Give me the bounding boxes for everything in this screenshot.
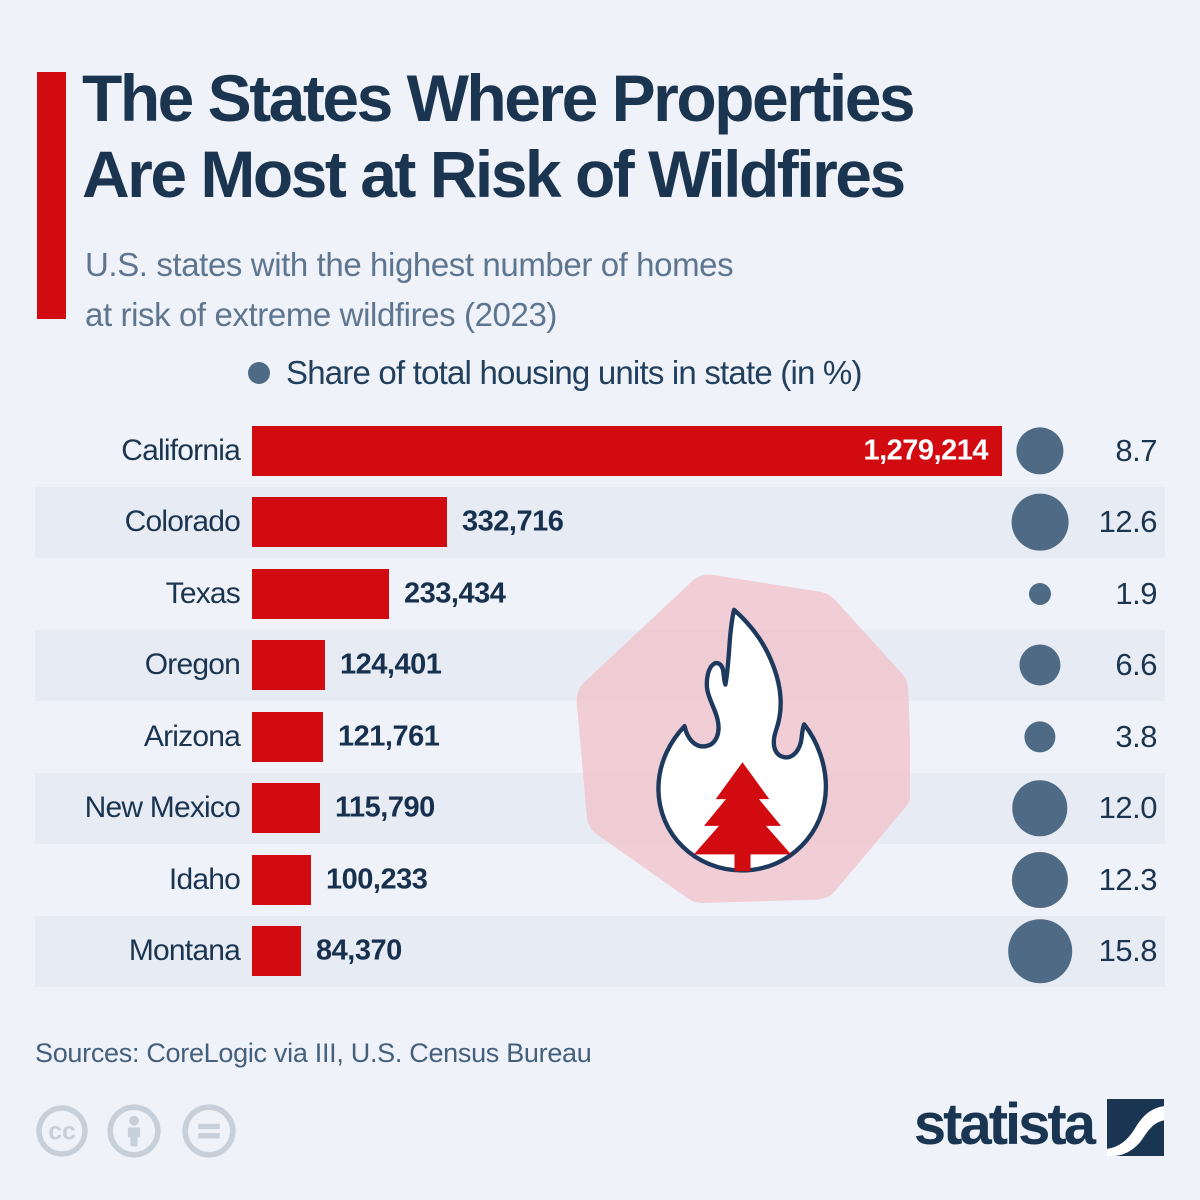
chart-row-arizona: Arizona 121,761 3.8	[0, 701, 1200, 773]
wildfire-illustration	[575, 573, 912, 908]
state-label: Oregon	[144, 648, 241, 682]
bar-value-label: 233,434	[404, 577, 506, 610]
chart-row-texas: Texas 233,434 1.9	[0, 558, 1200, 630]
bar-value-label: 332,716	[462, 505, 564, 538]
title-line-1: The States Where Properties	[82, 61, 916, 135]
bar-value-label: 1,279,214	[863, 434, 988, 467]
bar-value-label: 84,370	[316, 934, 402, 967]
license-icons: cc	[35, 1103, 239, 1159]
share-bubble	[1028, 582, 1052, 605]
chart-row-oregon: Oregon 124,401 6.6	[0, 629, 1200, 701]
value-bar	[252, 854, 311, 905]
subtitle-line-2: at risk of extreme wildfires (2023)	[85, 296, 557, 333]
share-value-label: 12.0	[1098, 790, 1158, 826]
value-bar	[252, 926, 301, 977]
statista-logo-icon	[1107, 1098, 1164, 1156]
share-value-label: 12.6	[1098, 504, 1158, 540]
legend-label: Share of total housing units in state (i…	[286, 354, 862, 391]
share-value-label: 6.6	[1115, 647, 1157, 683]
row-stripe	[35, 915, 1165, 987]
share-bubble	[1011, 493, 1069, 551]
bar-value-label: 115,790	[335, 791, 435, 824]
bar-value-label: 100,233	[326, 863, 428, 896]
share-bubble	[1012, 780, 1068, 836]
sources-text: Sources: CoreLogic via III, U.S. Census …	[35, 1038, 592, 1068]
value-bar	[252, 425, 1002, 476]
state-label: New Mexico	[84, 791, 241, 825]
subtitle-line-1: U.S. states with the highest number of h…	[85, 246, 734, 283]
page-title: The States Where Properties Are Most at …	[82, 60, 916, 212]
chart-row-montana: Montana 84,370 15.8	[0, 915, 1200, 987]
bar-chart: California 1,279,214 8.7 Colorado 332,716 12.…	[0, 415, 1200, 987]
state-label: Montana	[128, 934, 241, 968]
share-value-label: 8.7	[1115, 432, 1157, 468]
share-bubble	[1024, 721, 1056, 753]
statista-logo: statista	[913, 1092, 1164, 1157]
state-label: California	[121, 433, 241, 467]
flame-icon	[656, 607, 829, 873]
svg-text:cc: cc	[48, 1119, 76, 1146]
legend-dot-icon	[248, 362, 270, 384]
bar-value-label: 124,401	[340, 648, 442, 681]
statista-wordmark: statista	[913, 1092, 1096, 1157]
title-line-2: Are Most at Risk of Wildfires	[82, 137, 906, 211]
share-value-label: 1.9	[1115, 575, 1157, 611]
share-value-label: 12.3	[1098, 861, 1158, 897]
share-value-label: 15.8	[1098, 933, 1158, 969]
legend: Share of total housing units in state (i…	[248, 354, 862, 392]
state-label: Arizona	[143, 719, 241, 753]
burning-tree-icon	[693, 762, 792, 872]
value-bar	[252, 640, 325, 691]
share-value-label: 3.8	[1115, 718, 1157, 754]
title-accent-bar	[37, 72, 66, 319]
value-bar	[252, 711, 323, 762]
page-subtitle: U.S. states with the highest number of h…	[85, 240, 734, 340]
chart-row-colorado: Colorado 332,716 12.6	[0, 486, 1200, 558]
share-bubble	[1008, 919, 1072, 984]
state-label: Colorado	[124, 505, 241, 539]
attribution-icon	[107, 1104, 161, 1158]
share-bubble	[1019, 644, 1061, 686]
equals-icon	[182, 1104, 236, 1158]
bar-value-label: 121,761	[338, 720, 440, 753]
value-bar	[252, 783, 320, 834]
value-bar	[252, 497, 447, 548]
state-label: Texas	[165, 576, 241, 610]
row-stripe	[35, 486, 1165, 558]
share-bubble	[1016, 427, 1064, 475]
share-bubble	[1011, 851, 1069, 908]
chart-row-idaho: Idaho 100,233 12.3	[0, 844, 1200, 916]
value-bar	[252, 568, 389, 619]
cc-icon: cc	[36, 1105, 88, 1157]
state-label: Idaho	[168, 862, 241, 896]
chart-row-california: California 1,279,214 8.7	[0, 415, 1200, 487]
